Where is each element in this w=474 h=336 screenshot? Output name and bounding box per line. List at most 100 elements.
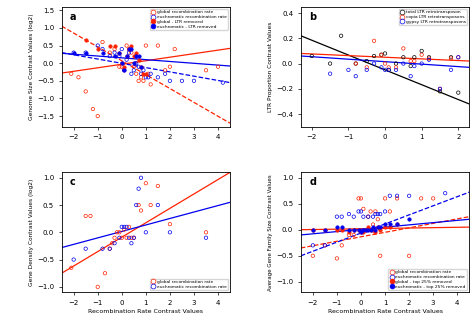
Point	[123, 53, 130, 59]
Point	[357, 229, 365, 235]
Point	[369, 214, 377, 219]
Legend: global recombination rate, euchromatic recombination rate, global - LTR removed,: global recombination rate, euchromatic r…	[149, 9, 228, 30]
Point	[447, 67, 455, 73]
Point	[376, 224, 384, 230]
Point	[376, 253, 384, 258]
Point	[106, 50, 114, 55]
Y-axis label: Genome Size Contrast Values (log2): Genome Size Contrast Values (log2)	[29, 13, 34, 120]
Point	[132, 71, 140, 77]
Point	[345, 232, 353, 238]
Point	[369, 222, 377, 227]
Point	[202, 235, 210, 241]
Point	[367, 227, 374, 233]
Point	[352, 74, 360, 79]
Point	[106, 43, 114, 48]
Point	[429, 196, 437, 201]
Point	[350, 214, 357, 219]
Point	[87, 213, 94, 219]
Point	[154, 43, 162, 48]
Point	[82, 50, 90, 55]
Point	[120, 224, 128, 229]
Text: d: d	[309, 177, 316, 187]
Point	[82, 89, 90, 94]
Point	[219, 80, 227, 85]
Legend: total LTR retrotransposon, copia LTR retrotransposons, gypsy LTR retrotransposon: total LTR retrotransposon, copia LTR ret…	[399, 9, 467, 25]
Point	[75, 75, 82, 80]
Point	[405, 253, 413, 258]
Point	[385, 67, 392, 73]
Point	[94, 114, 101, 119]
Point	[365, 214, 372, 219]
Point	[410, 64, 418, 69]
Point	[70, 50, 77, 55]
Point	[140, 78, 147, 84]
Text: a: a	[70, 11, 76, 22]
Point	[128, 50, 135, 55]
Point	[355, 227, 362, 233]
Point	[418, 48, 426, 54]
Point	[128, 71, 135, 77]
Point	[161, 68, 169, 73]
Point	[372, 227, 379, 233]
X-axis label: Recombination Rate Contrast Values: Recombination Rate Contrast Values	[88, 309, 203, 314]
Point	[140, 68, 147, 73]
Point	[120, 68, 128, 73]
Point	[94, 284, 101, 290]
Point	[120, 68, 128, 73]
Point	[82, 213, 90, 219]
Point	[355, 227, 362, 233]
Point	[137, 64, 145, 70]
Point	[106, 53, 114, 59]
Point	[132, 60, 140, 66]
Point	[362, 227, 370, 233]
Point	[135, 78, 142, 84]
Point	[370, 53, 378, 59]
Point	[447, 56, 455, 61]
Point	[374, 211, 382, 217]
Point	[363, 67, 371, 73]
Point	[386, 224, 393, 230]
Point	[345, 211, 353, 217]
Point	[111, 241, 118, 246]
Point	[130, 235, 137, 241]
Point	[132, 53, 140, 59]
Point	[89, 107, 97, 112]
Point	[393, 222, 401, 227]
Point	[374, 224, 382, 230]
Point	[357, 196, 365, 201]
Point	[410, 58, 418, 64]
Point	[436, 89, 444, 94]
Point	[130, 68, 137, 73]
Y-axis label: LTR Proportion Contrast Values: LTR Proportion Contrast Values	[268, 22, 273, 112]
Point	[109, 241, 116, 246]
Point	[154, 183, 162, 188]
Point	[147, 202, 155, 208]
Point	[82, 38, 90, 43]
Point	[350, 227, 357, 233]
Point	[137, 175, 145, 180]
Point	[118, 46, 126, 52]
Point	[365, 224, 372, 230]
Point	[392, 61, 400, 66]
Point	[94, 46, 101, 52]
Point	[352, 61, 360, 66]
Point	[116, 53, 123, 59]
Point	[99, 50, 106, 55]
Point	[393, 193, 401, 199]
Point	[142, 71, 150, 77]
Point	[137, 64, 145, 70]
Point	[166, 78, 173, 84]
Point	[386, 222, 393, 227]
Point	[400, 61, 407, 66]
Point	[345, 227, 353, 233]
Point	[166, 221, 173, 227]
Point	[362, 227, 370, 233]
Point	[142, 75, 150, 80]
Point	[130, 235, 137, 241]
Point	[357, 229, 365, 235]
Point	[123, 43, 130, 48]
Point	[190, 78, 198, 84]
Point	[140, 71, 147, 77]
Point	[67, 265, 75, 270]
Point	[125, 50, 133, 55]
